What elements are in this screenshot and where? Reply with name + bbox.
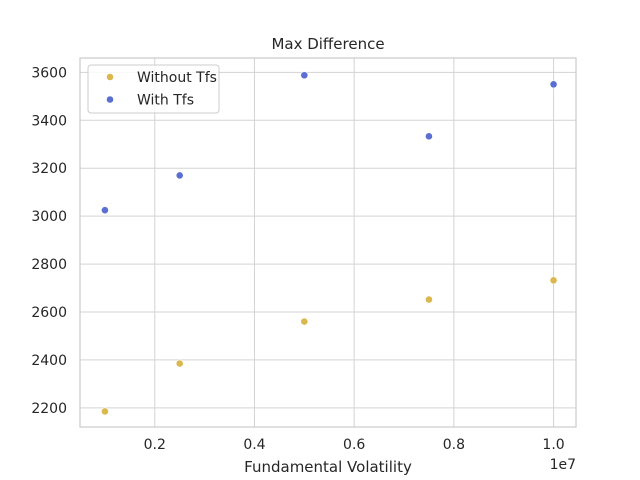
data-point [101, 206, 109, 215]
x-tick-label: 1.0 [542, 437, 564, 453]
legend-marker [106, 95, 114, 104]
x-tick-label: 0.2 [144, 437, 166, 453]
y-tick-label: 3400 [31, 113, 67, 129]
x-tick-label: 0.8 [443, 437, 465, 453]
y-tick-label: 2400 [31, 353, 67, 369]
legend-box [87, 64, 220, 114]
x-axis-ticks: 0.2 0.4 0.6 0.8 1.0 [144, 437, 565, 453]
plot-area-frame [79, 57, 577, 428]
x-tick-label: 0.6 [343, 437, 365, 453]
legend-marker [106, 73, 114, 81]
chart-title: Max Difference [271, 35, 384, 53]
data-point [300, 317, 309, 326]
legend: Without Tfs With Tfs [87, 64, 220, 114]
data-point [101, 407, 109, 416]
x-axis-offset-text: 1e7 [550, 457, 576, 473]
data-point [175, 171, 184, 180]
y-tick-label: 3200 [31, 161, 67, 177]
data-point [300, 71, 309, 80]
data-point [425, 295, 433, 304]
grid-lines [80, 58, 576, 427]
data-points [101, 71, 558, 416]
x-axis-label: Fundamental Volatility [244, 458, 412, 476]
legend-label: Without Tfs [137, 70, 217, 86]
y-axis-ticks: 2200 2400 2600 2800 3000 3200 3400 3600 [31, 65, 67, 416]
y-tick-label: 2600 [31, 305, 67, 321]
y-tick-label: 2200 [31, 401, 67, 417]
data-point [175, 359, 184, 368]
y-tick-label: 3000 [31, 209, 67, 225]
data-point [549, 80, 558, 89]
x-tick-label: 0.4 [243, 437, 265, 453]
y-tick-label: 2800 [31, 257, 67, 273]
data-point [425, 132, 433, 141]
y-tick-label: 3600 [31, 65, 67, 81]
legend-label: With Tfs [137, 93, 194, 109]
data-point [549, 276, 558, 285]
